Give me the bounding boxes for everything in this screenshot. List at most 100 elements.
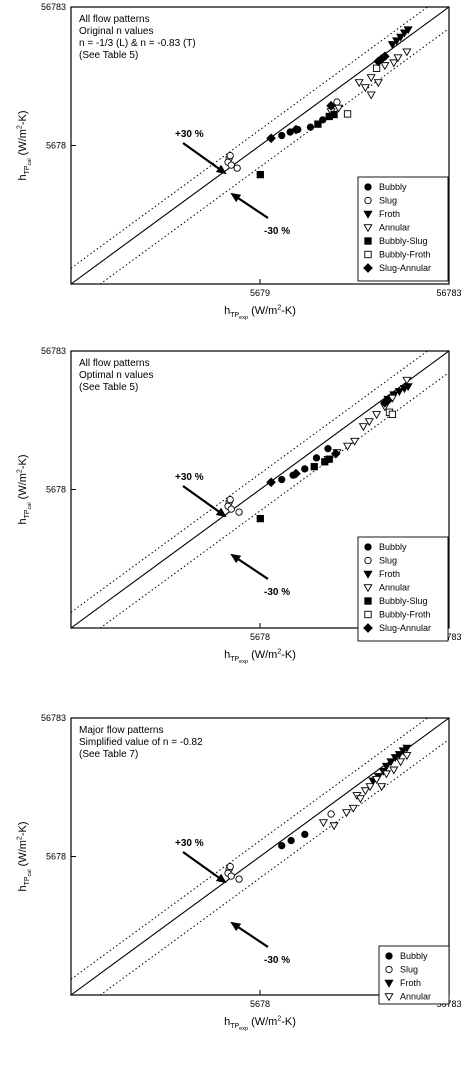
data-point	[389, 59, 399, 68]
annotation-line: (See Table 5)	[79, 50, 138, 61]
legend-label: Bubbly	[379, 182, 407, 192]
data-point	[310, 463, 318, 471]
series-slug-annular	[266, 51, 390, 144]
data-point	[396, 33, 406, 42]
data-point	[343, 110, 352, 118]
legend-marker	[364, 597, 372, 605]
data-point	[390, 754, 400, 763]
chart-panel-2: 5678 56783 5678 56783 hTPexp (W/m2-K) hTPcal …	[17, 346, 462, 666]
plus-30-label: +30 %	[175, 129, 204, 140]
series-bubbly-froth	[343, 64, 381, 118]
legend-marker	[385, 952, 393, 960]
data-point	[278, 842, 286, 850]
legend-label: Bubbly-Slug	[379, 236, 428, 246]
data-point	[301, 465, 309, 473]
legend-label: Bubbly-Froth	[379, 250, 431, 260]
data-point	[227, 872, 235, 880]
data-point	[341, 809, 352, 818]
minus-30-arrow	[230, 192, 269, 219]
plus-30-label: +30 %	[175, 838, 204, 849]
data-point	[388, 410, 397, 419]
data-point	[330, 448, 341, 459]
legend-label: Froth	[379, 209, 400, 219]
y-tick-label: 56783	[41, 346, 66, 356]
legend-marker	[363, 570, 373, 579]
data-point	[365, 783, 375, 792]
annotation-line: (See Table 5)	[79, 382, 138, 393]
legend-label: Slug	[379, 556, 397, 566]
legend-label: Annular	[400, 992, 431, 1002]
series-slug	[224, 98, 341, 172]
legend-marker	[363, 263, 373, 273]
data-point	[372, 776, 382, 784]
data-point	[383, 395, 393, 406]
legend-marker	[363, 224, 373, 233]
x-tick-label: 5678	[250, 632, 270, 642]
legend-label: Slug-Annular	[379, 623, 431, 633]
data-point	[386, 758, 396, 767]
minus-30-arrow	[230, 921, 269, 948]
data-point	[256, 170, 264, 179]
annotation-line: All flow patterns	[79, 358, 150, 369]
legend-label: Froth	[400, 978, 421, 988]
data-point	[355, 795, 365, 804]
data-point	[396, 758, 406, 767]
series-bubbly	[278, 116, 327, 140]
data-point	[227, 161, 235, 169]
plus-30-arrow	[182, 485, 227, 518]
data-point	[314, 120, 322, 128]
annotation-line: (See Table 7)	[79, 749, 138, 760]
data-point	[381, 770, 392, 779]
data-point	[372, 411, 382, 420]
legend-label: Bubbly-Slug	[379, 596, 428, 606]
legend: Bubbly Slug Froth Annular Bubbly-Slug Bubbly-…	[357, 176, 449, 282]
x-axis-label: hTPexp (W/m2-K)	[224, 649, 296, 666]
series-bubbly-froth	[385, 408, 397, 419]
data-point	[360, 84, 370, 93]
data-point	[402, 744, 412, 753]
data-point	[326, 100, 336, 111]
data-point	[226, 495, 234, 504]
legend-marker	[364, 543, 372, 551]
series-slug	[224, 810, 335, 883]
y-tick-label: 5678	[46, 852, 66, 862]
legend-marker	[364, 183, 372, 191]
data-point	[333, 98, 341, 106]
annotation-line: Original n values	[79, 26, 153, 37]
y-axis-label: hTPcal (W/m2-K)	[17, 821, 34, 891]
series-slug-annular	[266, 395, 393, 488]
legend-marker	[385, 965, 393, 974]
legend-label: Slug	[400, 965, 418, 975]
data-point	[360, 787, 370, 796]
data-point	[291, 468, 301, 479]
annotation-line: Optimal n values	[79, 370, 153, 381]
legend-label: Annular	[379, 583, 410, 593]
data-point	[364, 418, 374, 427]
legend-marker	[363, 210, 373, 219]
legend-marker	[364, 556, 372, 565]
legend-marker	[363, 584, 373, 593]
legend-marker	[363, 623, 373, 633]
data-point	[235, 508, 243, 516]
data-point	[399, 29, 410, 38]
data-point	[266, 477, 276, 488]
data-point	[393, 54, 403, 63]
annotation-line: All flow patterns	[79, 14, 150, 25]
minus-30-label: -30 %	[264, 226, 290, 237]
data-point	[306, 123, 315, 131]
series-bubbly	[278, 444, 332, 484]
annotation-line: Major flow patterns	[79, 725, 163, 736]
data-point	[278, 131, 286, 140]
data-point	[380, 51, 390, 62]
minus-30-arrow	[230, 553, 269, 580]
y-axis-label: hTPcal (W/m2-K)	[17, 454, 34, 524]
data-point	[324, 444, 332, 453]
data-point	[387, 41, 397, 50]
data-point	[402, 376, 412, 385]
data-point	[226, 151, 234, 160]
legend: Bubbly Slug Froth Annular	[378, 945, 450, 1005]
minus-30-label: -30 %	[264, 955, 290, 966]
x-tick-label: 5679	[250, 288, 270, 298]
